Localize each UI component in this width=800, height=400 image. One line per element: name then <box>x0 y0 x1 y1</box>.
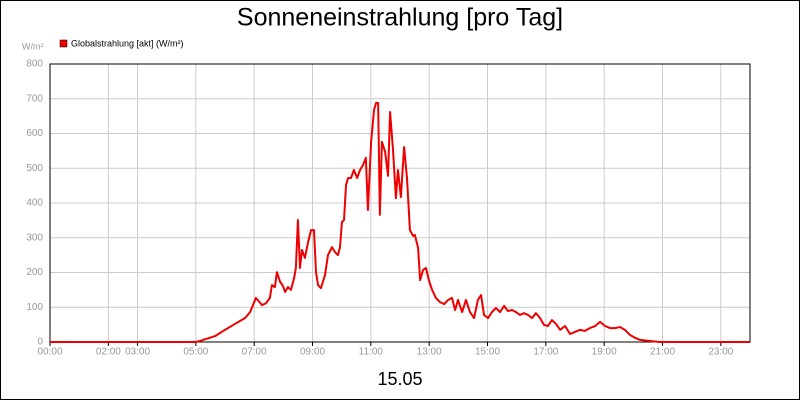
x-tick-label: 11:00 <box>359 347 384 358</box>
y-tick-label: 200 <box>26 267 43 278</box>
x-tick-label: 17:00 <box>533 347 558 358</box>
legend-swatch <box>59 39 68 48</box>
y-tick-label: 800 <box>26 59 43 70</box>
legend-label: Globalstrahlung [akt] (W/m²) <box>71 38 184 48</box>
x-tick-label: 05:00 <box>183 347 208 358</box>
y-tick-label: 100 <box>26 302 43 313</box>
y-axis-unit: W/m² <box>22 41 44 51</box>
x-axis-label: 15.05 <box>377 369 422 389</box>
x-tick-label: 00:00 <box>37 347 62 358</box>
y-tick-label: 500 <box>26 163 43 174</box>
y-tick-label: 700 <box>26 93 43 104</box>
x-tick-label: 19:00 <box>592 347 617 358</box>
x-tick-label: 07:00 <box>242 347 267 358</box>
x-tick-label: 02:00 <box>96 347 121 358</box>
x-tick-label: 13:00 <box>417 347 442 358</box>
x-tick-label: 03:00 <box>125 347 150 358</box>
chart-title: Sonneneinstrahlung [pro Tag] <box>237 4 563 32</box>
x-tick-label: 21:00 <box>650 347 675 358</box>
y-tick-label: 300 <box>26 232 43 243</box>
y-tick-label: 0 <box>37 337 43 348</box>
plot-border <box>49 63 751 343</box>
y-tick-label: 400 <box>26 198 43 209</box>
x-tick-label: 23:00 <box>708 347 733 358</box>
x-tick-label: 09:00 <box>300 347 325 358</box>
x-tick-label: 15:00 <box>475 347 500 358</box>
data-line <box>50 101 750 343</box>
y-tick-label: 600 <box>26 128 43 139</box>
